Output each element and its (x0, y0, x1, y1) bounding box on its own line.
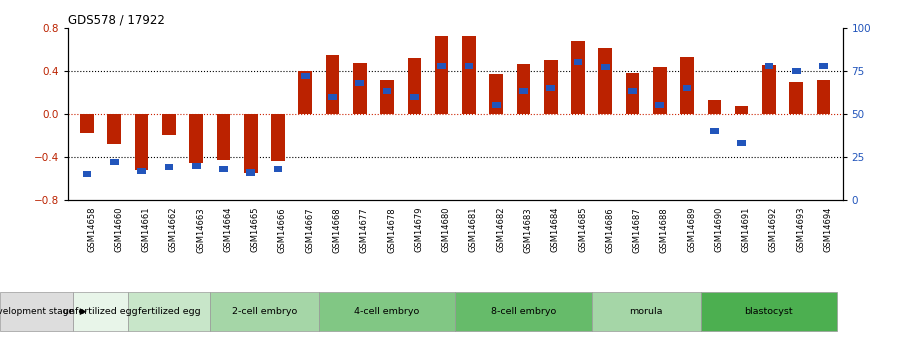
Bar (571, 41, 585, 114)
Bar (410, 93, 419, 100)
Text: GSM14667: GSM14667 (305, 207, 314, 253)
Text: GSM14664: GSM14664 (224, 207, 233, 253)
Text: morula: morula (630, 307, 663, 316)
Bar (599, 48, 612, 114)
Bar (408, 58, 421, 114)
Text: GSM14679: GSM14679 (414, 207, 423, 253)
Bar (298, 71, 312, 114)
Bar (765, 62, 774, 69)
Bar (246, 169, 255, 176)
Bar (708, 100, 721, 114)
Bar (680, 57, 694, 114)
Bar (244, 114, 257, 173)
Bar (325, 55, 340, 114)
Text: GSM14668: GSM14668 (333, 207, 342, 253)
Bar (301, 73, 310, 79)
Bar (655, 102, 664, 108)
Bar (465, 62, 473, 69)
Text: GDS578 / 17922: GDS578 / 17922 (68, 13, 165, 27)
Text: 2-cell embryo: 2-cell embryo (232, 307, 297, 316)
Bar (219, 166, 227, 172)
Text: GSM14690: GSM14690 (715, 207, 723, 253)
Text: GSM14687: GSM14687 (632, 207, 641, 253)
Text: blastocyst: blastocyst (745, 307, 794, 316)
Bar (544, 60, 557, 114)
Bar (816, 80, 830, 114)
Bar (462, 36, 476, 114)
Bar (162, 114, 176, 136)
Text: GSM14694: GSM14694 (824, 207, 833, 253)
Text: GSM14678: GSM14678 (387, 207, 396, 253)
Bar (737, 140, 746, 146)
Text: GSM14689: GSM14689 (687, 207, 696, 253)
Text: GSM14662: GSM14662 (169, 207, 178, 253)
Bar (328, 93, 337, 100)
Bar (710, 128, 718, 134)
Text: GSM14693: GSM14693 (796, 207, 805, 253)
Bar (683, 85, 691, 91)
Text: development stage  ▶: development stage ▶ (0, 307, 87, 316)
Bar (573, 59, 583, 65)
Bar (762, 65, 776, 114)
Text: GSM14661: GSM14661 (141, 207, 150, 253)
Bar (792, 68, 801, 74)
Bar (516, 64, 530, 114)
Bar (271, 114, 284, 161)
Text: 4-cell embryo: 4-cell embryo (354, 307, 419, 316)
Bar (81, 114, 94, 133)
Bar (653, 68, 667, 114)
Bar (601, 64, 610, 70)
Text: GSM14677: GSM14677 (360, 207, 369, 253)
Text: GSM14688: GSM14688 (660, 207, 669, 253)
Bar (819, 62, 828, 69)
Bar (110, 159, 119, 165)
Bar (626, 73, 640, 114)
Bar (274, 166, 283, 172)
Bar (735, 106, 748, 114)
Text: GSM14683: GSM14683 (524, 207, 533, 253)
Text: GSM14691: GSM14691 (742, 207, 751, 253)
Bar (192, 162, 200, 169)
Bar (165, 164, 173, 170)
Bar (137, 168, 146, 174)
Text: GSM14680: GSM14680 (441, 207, 450, 253)
Bar (492, 102, 500, 108)
Bar (353, 63, 367, 114)
Text: GSM14666: GSM14666 (278, 207, 287, 253)
Bar (189, 114, 203, 164)
Bar (82, 171, 92, 177)
Bar (435, 36, 448, 114)
Text: GSM14663: GSM14663 (196, 207, 205, 253)
Text: GSM14660: GSM14660 (114, 207, 123, 253)
Bar (438, 62, 446, 69)
Text: GSM14684: GSM14684 (551, 207, 560, 253)
Bar (217, 114, 230, 160)
Bar (519, 88, 528, 95)
Text: GSM14686: GSM14686 (605, 207, 614, 253)
Text: GSM14681: GSM14681 (469, 207, 477, 253)
Text: fertilized egg: fertilized egg (138, 307, 200, 316)
Bar (382, 88, 391, 95)
Bar (381, 80, 394, 114)
Text: 8-cell embryo: 8-cell embryo (491, 307, 556, 316)
Text: GSM14665: GSM14665 (251, 207, 260, 253)
Text: GSM14685: GSM14685 (578, 207, 587, 253)
Bar (135, 114, 149, 170)
Text: unfertilized egg: unfertilized egg (63, 307, 138, 316)
Bar (789, 81, 803, 114)
Text: GSM14658: GSM14658 (87, 207, 96, 253)
Bar (546, 85, 555, 91)
Text: GSM14692: GSM14692 (769, 207, 778, 253)
Bar (355, 80, 364, 86)
Bar (628, 88, 637, 95)
Bar (489, 74, 503, 114)
Bar (108, 114, 121, 144)
Text: GSM14682: GSM14682 (496, 207, 506, 253)
